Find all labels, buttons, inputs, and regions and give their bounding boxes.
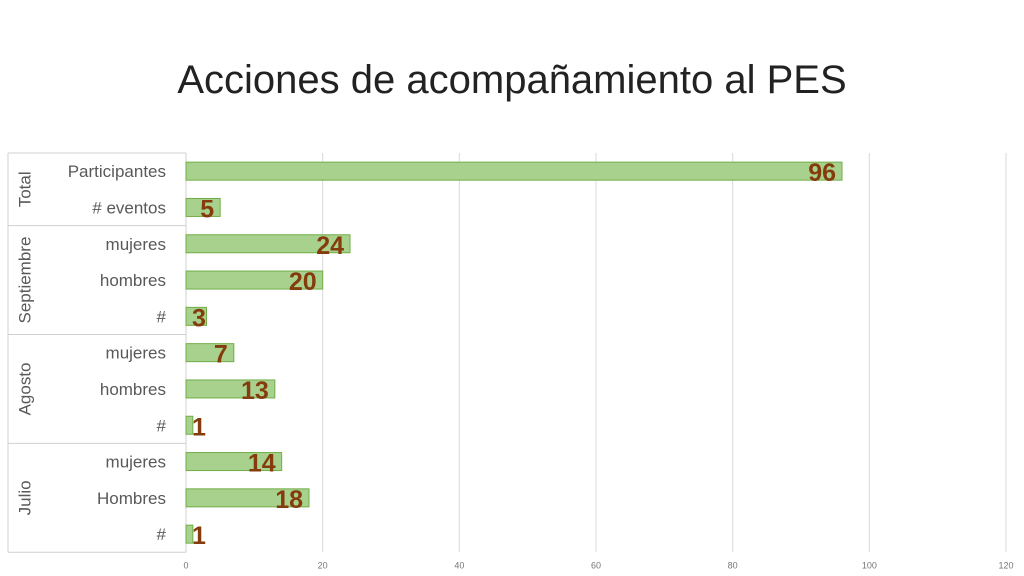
category-label: hombres: [100, 380, 166, 399]
bar: [185, 488, 310, 508]
category-label: Hombres: [97, 489, 166, 508]
x-tick-label: 20: [318, 560, 328, 570]
group-label: Total: [15, 171, 34, 207]
data-label: 20: [289, 268, 317, 296]
category-label: #: [157, 307, 167, 326]
labels: 0 20 40 60 80 100 120TotalSeptiembreAgostoJuli…: [15, 159, 1013, 570]
group-label: Julio: [15, 480, 34, 515]
bar: [185, 415, 194, 435]
bar: [185, 524, 194, 544]
bar: [185, 452, 283, 472]
group-label: Agosto: [15, 362, 34, 415]
data-label: 18: [275, 486, 303, 514]
category-label: # eventos: [92, 198, 166, 217]
category-axis: [7, 152, 187, 553]
category-label: mujeres: [106, 235, 166, 254]
bar: [185, 306, 207, 326]
data-label: 13: [241, 377, 269, 405]
data-label: 7: [214, 341, 228, 369]
group-label: Septiembre: [15, 237, 34, 324]
x-tick-label: 80: [728, 560, 738, 570]
bar: [185, 343, 235, 363]
grid: [322, 153, 1007, 553]
bar: [185, 197, 221, 217]
category-label: #: [157, 416, 167, 435]
bar: [185, 161, 843, 181]
x-tick-label: 100: [862, 560, 877, 570]
data-label: 24: [316, 232, 344, 260]
data-label: 14: [248, 450, 276, 478]
x-tick-label: 0: [183, 560, 188, 570]
x-tick-label: 60: [591, 560, 601, 570]
data-label: 5: [200, 195, 214, 223]
chart-title: Acciones de acompañamiento al PES: [177, 58, 847, 102]
bars: [185, 161, 843, 544]
x-tick-label: 40: [454, 560, 464, 570]
category-label: mujeres: [106, 344, 166, 363]
data-label: 96: [808, 159, 836, 187]
category-label: Participantes: [68, 162, 166, 181]
category-label: mujeres: [106, 453, 166, 472]
data-label: 1: [192, 413, 206, 441]
bar: [185, 270, 324, 290]
x-tick-label: 120: [998, 560, 1013, 570]
bar: [185, 379, 276, 399]
category-label: #: [157, 525, 167, 544]
bar: [185, 234, 351, 254]
data-label: 3: [192, 304, 206, 332]
category-label: hombres: [100, 271, 166, 290]
data-label: 1: [192, 522, 206, 550]
